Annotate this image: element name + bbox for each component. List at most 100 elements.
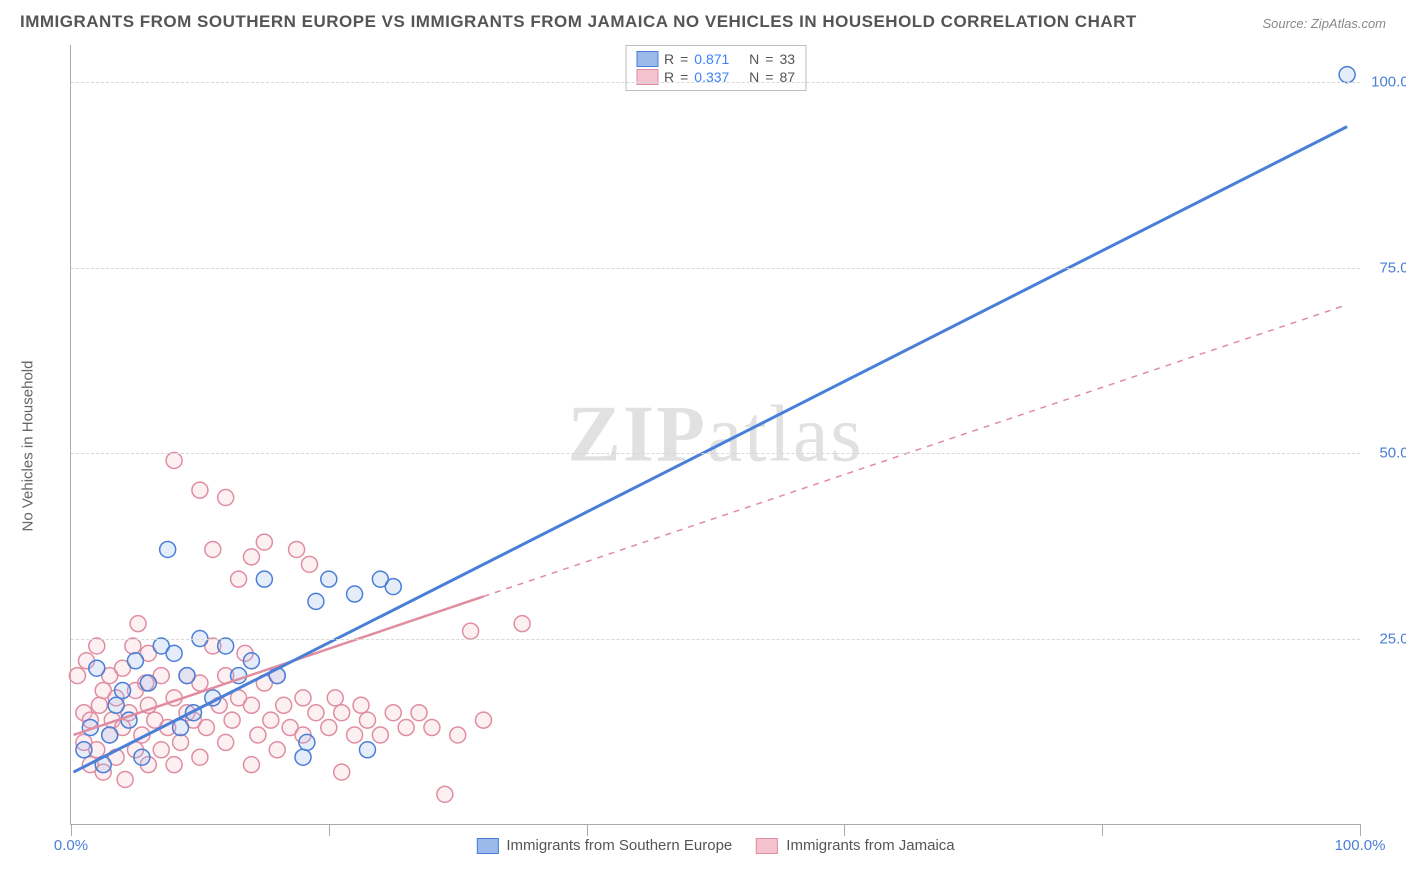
data-point — [385, 705, 401, 721]
data-point — [308, 705, 324, 721]
legend-series: Immigrants from Southern Europe Immigran… — [476, 837, 954, 854]
data-point — [250, 727, 266, 743]
data-point — [263, 712, 279, 728]
chart-title: IMMIGRANTS FROM SOUTHERN EUROPE VS IMMIG… — [20, 12, 1137, 32]
grid-line — [71, 453, 1360, 454]
data-point — [205, 541, 221, 557]
data-point — [353, 697, 369, 713]
data-point — [179, 668, 195, 684]
x-tick — [1102, 824, 1103, 836]
legend-row-blue: R = 0.871 N = 33 — [636, 50, 795, 68]
data-point — [218, 734, 234, 750]
data-point — [231, 571, 247, 587]
data-point — [359, 712, 375, 728]
x-tick-label: 0.0% — [54, 837, 88, 854]
data-point — [299, 734, 315, 750]
data-point — [398, 720, 414, 736]
y-tick-label: 75.0% — [1379, 259, 1406, 276]
chart-svg — [71, 45, 1360, 824]
data-point — [256, 571, 272, 587]
data-point — [301, 556, 317, 572]
data-point — [166, 645, 182, 661]
data-point — [91, 697, 107, 713]
data-point — [173, 734, 189, 750]
grid-line — [71, 268, 1360, 269]
x-tick — [844, 824, 845, 836]
data-point — [308, 593, 324, 609]
y-tick-label: 25.0% — [1379, 630, 1406, 647]
data-point — [192, 749, 208, 765]
data-point — [514, 616, 530, 632]
data-point — [89, 638, 105, 654]
x-tick — [587, 824, 588, 836]
swatch-blue — [636, 51, 658, 67]
data-point — [424, 720, 440, 736]
data-point — [192, 482, 208, 498]
legend-label-pink: Immigrants from Jamaica — [786, 837, 954, 854]
data-point — [321, 571, 337, 587]
data-point — [160, 541, 176, 557]
data-point — [321, 720, 337, 736]
x-tick — [329, 824, 330, 836]
n-label: N — [749, 51, 759, 67]
data-point — [218, 490, 234, 506]
legend-label-blue: Immigrants from Southern Europe — [506, 837, 732, 854]
n-value-blue: 33 — [779, 51, 795, 67]
data-point — [327, 690, 343, 706]
data-point — [256, 534, 272, 550]
data-point — [134, 749, 150, 765]
data-point — [1339, 67, 1355, 83]
data-point — [198, 720, 214, 736]
data-point — [69, 668, 85, 684]
data-point — [463, 623, 479, 639]
data-point — [269, 742, 285, 758]
data-point — [115, 682, 131, 698]
data-point — [243, 653, 259, 669]
x-tick-label: 100.0% — [1335, 837, 1386, 854]
y-tick-label: 100.0% — [1371, 74, 1406, 91]
data-point — [125, 638, 141, 654]
trend-line — [74, 127, 1348, 772]
data-point — [372, 727, 388, 743]
eq: = — [765, 51, 773, 67]
swatch-blue-icon — [476, 838, 498, 854]
data-point — [243, 697, 259, 713]
data-point — [89, 660, 105, 676]
data-point — [295, 690, 311, 706]
data-point — [166, 452, 182, 468]
data-point — [295, 749, 311, 765]
data-point — [475, 712, 491, 728]
grid-line — [71, 639, 1360, 640]
data-point — [140, 675, 156, 691]
data-point — [347, 586, 363, 602]
data-point — [130, 616, 146, 632]
data-point — [218, 638, 234, 654]
data-point — [224, 712, 240, 728]
data-point — [153, 742, 169, 758]
swatch-pink-icon — [756, 838, 778, 854]
data-point — [76, 742, 92, 758]
data-point — [450, 727, 466, 743]
data-point — [243, 757, 259, 773]
legend-correlation: R = 0.871 N = 33 R = 0.337 N = 87 — [625, 45, 806, 91]
data-point — [437, 786, 453, 802]
y-tick-label: 50.0% — [1379, 445, 1406, 462]
r-label: R — [664, 51, 674, 67]
x-tick — [1360, 824, 1361, 836]
data-point — [334, 764, 350, 780]
data-point — [334, 705, 350, 721]
data-point — [411, 705, 427, 721]
data-point — [243, 549, 259, 565]
data-point — [289, 541, 305, 557]
data-point — [102, 727, 118, 743]
data-point — [276, 697, 292, 713]
data-point — [385, 579, 401, 595]
legend-item-pink: Immigrants from Jamaica — [756, 837, 954, 854]
chart-source: Source: ZipAtlas.com — [1262, 16, 1386, 31]
data-point — [359, 742, 375, 758]
legend-item-blue: Immigrants from Southern Europe — [476, 837, 732, 854]
r-value-blue: 0.871 — [694, 51, 729, 67]
data-point — [108, 697, 124, 713]
data-point — [347, 727, 363, 743]
trend-line-dashed — [483, 305, 1347, 597]
